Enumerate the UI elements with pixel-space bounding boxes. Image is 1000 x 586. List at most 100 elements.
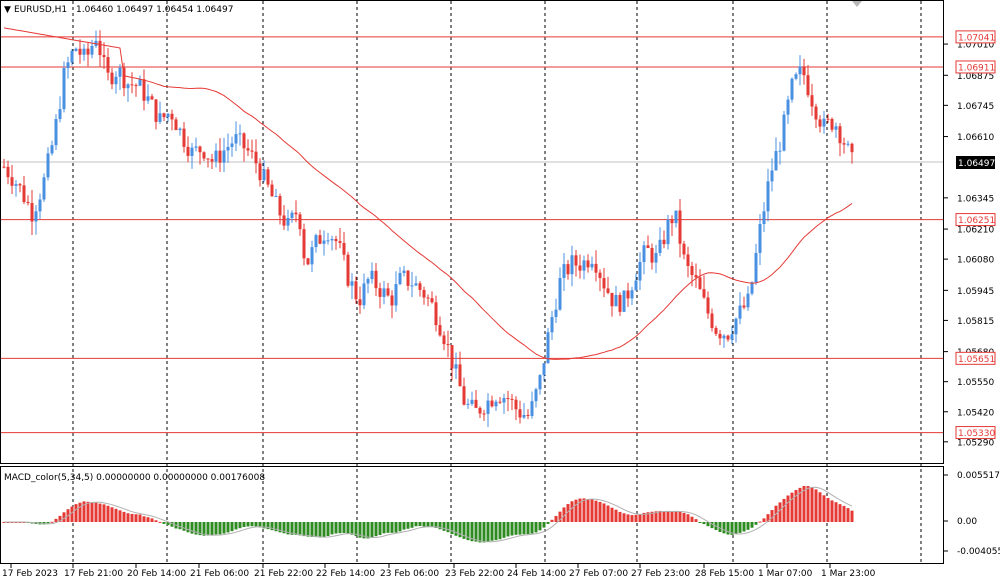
candle-body — [702, 289, 706, 298]
macd-bar — [754, 522, 758, 525]
candle-body — [558, 278, 562, 310]
candle-body — [162, 113, 166, 118]
macd-bar — [150, 518, 154, 522]
macd-bar — [346, 522, 350, 534]
candle-body — [710, 313, 714, 329]
time-label: 21 Feb 22:00 — [254, 569, 313, 579]
candle-body — [458, 364, 462, 387]
macd-bar — [510, 522, 514, 536]
macd-bar — [762, 518, 766, 522]
candle-body — [354, 281, 358, 300]
candle-body — [366, 279, 370, 284]
level-price-label: 1.06911 — [958, 63, 995, 73]
candle-body — [14, 184, 18, 186]
macd-bar — [554, 515, 558, 522]
candle-body — [442, 335, 446, 345]
candle-body — [18, 184, 22, 186]
candle-body — [766, 181, 770, 212]
candle-body — [590, 263, 594, 268]
macd-panel-frame — [0, 466, 944, 564]
candle-body — [174, 119, 178, 131]
candle-body — [482, 413, 486, 415]
macd-bar — [470, 522, 474, 542]
macd-bar — [190, 522, 194, 534]
candle-body — [726, 335, 730, 340]
macd-bar — [230, 522, 234, 532]
candle-body — [838, 126, 842, 144]
candle-body — [426, 297, 430, 299]
macd-bar — [334, 522, 338, 534]
macd-bar — [370, 522, 374, 537]
candle-body — [582, 260, 586, 271]
macd-histogram — [2, 486, 854, 543]
macd-bar — [726, 522, 730, 535]
macd-tick-label: -0.00405500 — [957, 547, 1000, 557]
candle-body — [90, 45, 94, 55]
macd-bar — [154, 520, 158, 522]
macd-bar — [210, 522, 214, 535]
candle-body — [102, 55, 106, 58]
macd-bar — [158, 521, 162, 523]
candle-body — [214, 150, 218, 162]
candle-body — [518, 409, 522, 418]
macd-bar — [746, 522, 750, 530]
candle-body — [246, 148, 250, 151]
macd-bar — [698, 522, 702, 523]
candle-body — [274, 196, 278, 198]
candle-body — [762, 211, 766, 225]
macd-bar — [358, 522, 362, 538]
macd-bar — [566, 504, 570, 522]
macd-bar — [418, 522, 422, 527]
candle-body — [602, 278, 606, 289]
candle-body — [106, 57, 110, 73]
macd-bar — [610, 507, 614, 522]
candle-body — [686, 254, 690, 267]
macd-bar — [290, 522, 294, 535]
candle-body — [714, 328, 718, 334]
macd-bar — [286, 522, 290, 535]
horizontal-levels[interactable] — [1, 36, 943, 434]
candle-body — [454, 364, 458, 369]
candle-body — [566, 264, 570, 275]
macd-tick-label: 0.00551750 — [957, 471, 1000, 481]
chart-menu-icon[interactable]: ▼ — [4, 5, 11, 15]
candle-body — [586, 260, 590, 268]
symbol-label: EURUSD,H1 — [14, 5, 67, 15]
candle-body — [218, 150, 222, 163]
macd-bar — [110, 507, 114, 522]
chart-shift-marker-icon[interactable] — [852, 1, 862, 7]
candle-body — [706, 297, 710, 314]
candle-body — [370, 270, 374, 280]
macd-bar — [406, 522, 410, 529]
candle-body — [842, 143, 846, 145]
candle-body — [386, 288, 390, 296]
macd-bar — [310, 522, 314, 537]
candle-body — [118, 67, 122, 77]
candle-body — [786, 99, 790, 115]
price-axis: 1.07010 1.06875 1.06745 1.06610 1.06345 1.062… — [944, 41, 994, 448]
candle-body — [790, 78, 794, 100]
candle-body — [166, 113, 170, 118]
macd-bar — [490, 522, 494, 541]
candle-body — [438, 325, 442, 336]
macd-bar — [314, 522, 318, 538]
macd-axis: 0.00551750 0.00 -0.00405500 — [944, 471, 1000, 557]
macd-bar — [434, 522, 438, 528]
macd-bar — [562, 507, 566, 522]
candle-body — [50, 145, 54, 154]
macd-bar — [582, 498, 586, 522]
candle-body — [618, 295, 622, 312]
candle-body — [830, 118, 834, 130]
macd-bar — [466, 522, 470, 541]
candle-body — [422, 289, 426, 298]
macd-bar — [378, 522, 382, 535]
candle-body — [178, 128, 182, 131]
macd-bar — [182, 522, 186, 531]
macd-bar — [58, 515, 62, 522]
macd-bar — [382, 522, 386, 534]
macd-bar — [722, 522, 726, 534]
macd-bar — [354, 522, 358, 537]
candle-body — [514, 399, 518, 410]
candle-body — [34, 211, 38, 222]
